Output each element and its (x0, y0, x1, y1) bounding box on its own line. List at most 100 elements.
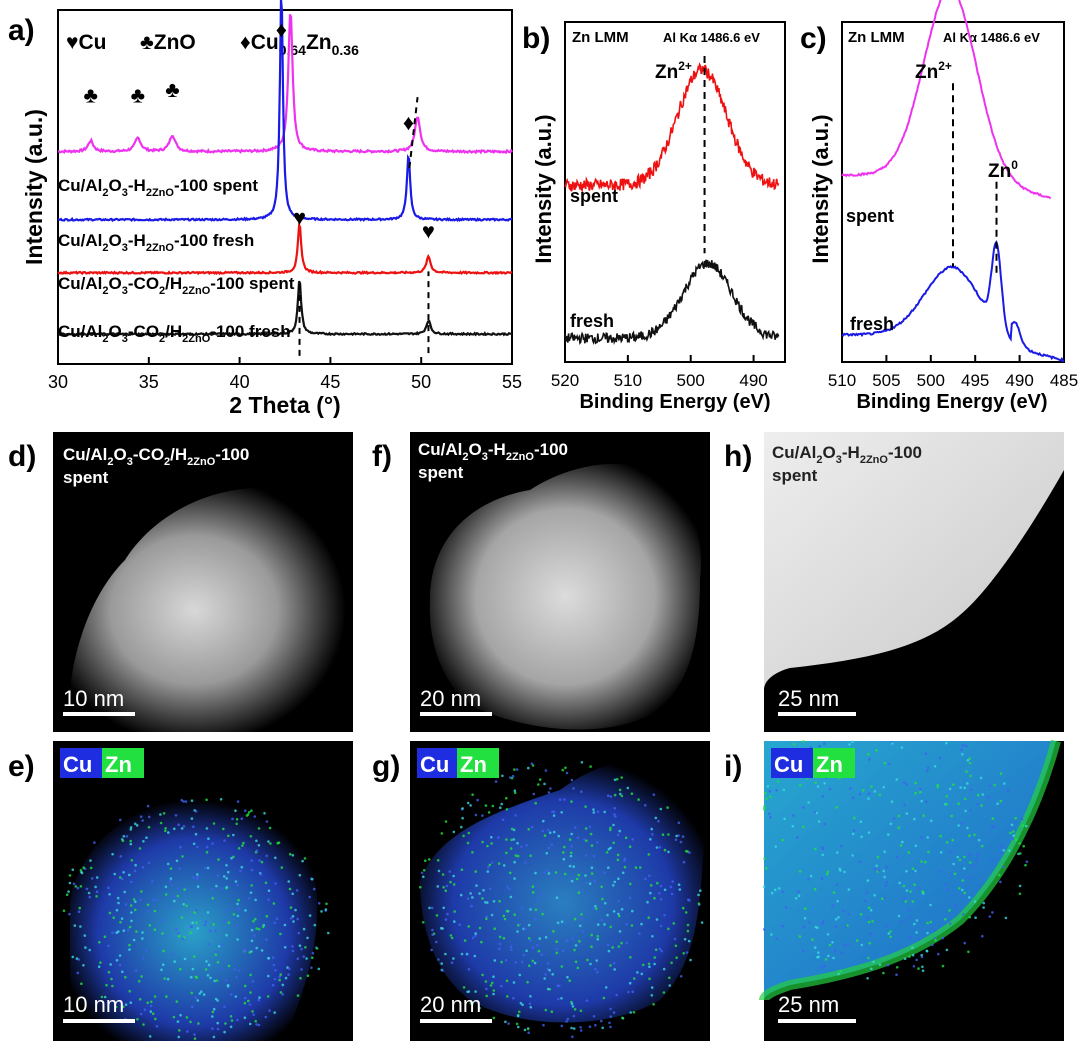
eds-dot (481, 897, 484, 900)
eds-dot (870, 967, 873, 971)
panel-c: c) Zn LMM Al Kα 1486.6 eV 510 505 500 495 49… (800, 0, 1078, 413)
eds-dot (659, 924, 663, 928)
eds-dot (450, 961, 454, 964)
eds-dot (838, 867, 841, 871)
eds-dot (839, 970, 842, 973)
eds-dot (530, 825, 534, 829)
eds-dot (482, 889, 485, 892)
eds-dot (842, 909, 845, 913)
eds-dot (492, 1016, 496, 1020)
series-label-spent-b: spent (570, 186, 618, 206)
eds-dot (167, 831, 170, 834)
eds-dot (562, 857, 566, 861)
eds-dot (419, 885, 422, 889)
scale-bar-g (420, 1019, 492, 1023)
eds-dot (616, 858, 620, 862)
eds-dot (859, 913, 863, 916)
eds-dot (89, 866, 93, 870)
eds-dot (781, 838, 784, 842)
eds-dot (227, 964, 231, 968)
eds-dot (288, 887, 292, 891)
diamond-marker: ♦ (276, 17, 287, 42)
eds-dot (527, 766, 530, 770)
eds-dot (1009, 831, 1012, 835)
eds-dot (1014, 816, 1017, 820)
y-axis-label-b: Intensity (a.u.) (531, 114, 556, 263)
eds-dot (683, 937, 687, 941)
eds-dot (631, 838, 634, 841)
eds-dot (501, 774, 504, 778)
eds-dot (798, 935, 802, 938)
eds-dot (283, 923, 287, 927)
eds-dot (802, 925, 805, 929)
eds-dot (687, 939, 691, 943)
eds-dot (648, 977, 651, 981)
eds-dot (505, 909, 509, 913)
eds-dot (230, 1019, 234, 1022)
eds-dot (240, 817, 244, 820)
eds-dot (532, 792, 536, 796)
eds-dot (129, 828, 133, 831)
eds-dot (900, 746, 904, 749)
eds-dot (178, 1029, 181, 1032)
eds-dot (560, 811, 563, 814)
eds-dot (145, 836, 148, 839)
eds-dot (529, 995, 532, 998)
eds-dot (84, 946, 87, 949)
eds-dot (625, 941, 629, 945)
eds-dot (537, 783, 540, 786)
eds-dot (868, 942, 871, 945)
eds-dot (236, 800, 240, 803)
eds-dot (914, 791, 917, 795)
eds-dot (651, 833, 654, 836)
eds-dot (775, 789, 778, 792)
scale-bar-label-e: 10 nm (63, 992, 124, 1017)
eds-dot (120, 877, 124, 881)
eds-dot (87, 891, 91, 895)
eds-dot (952, 862, 955, 866)
eds-dot (190, 817, 194, 820)
eds-dot (213, 979, 216, 983)
eds-dot (118, 876, 122, 879)
guide-lines-c (952, 83, 998, 274)
eds-dot (802, 740, 805, 743)
eds-dot (520, 960, 524, 964)
eds-dot (82, 964, 85, 967)
eds-dot (172, 1015, 176, 1019)
eds-dot (543, 977, 546, 980)
eds-dot (917, 967, 920, 970)
sample-label-1: Cu/Al2O3-H2ZnO-100 spent (58, 176, 258, 199)
eds-dot (80, 982, 83, 985)
eds-dot (129, 880, 133, 884)
eds-dot (552, 814, 556, 817)
eds-dot (139, 815, 143, 818)
eds-dot (617, 912, 620, 916)
eds-dot (490, 913, 494, 917)
eds-dot (273, 977, 277, 981)
eds-dot (211, 1015, 214, 1018)
eds-dot (1018, 892, 1022, 896)
eds-dot (649, 891, 652, 895)
eds-dot (588, 882, 592, 885)
eds-dot (565, 1020, 568, 1023)
eds-dot (697, 902, 701, 905)
eds-dot (466, 801, 470, 805)
eds-dot (249, 891, 253, 894)
eds-dot (592, 808, 595, 811)
eds-dot (592, 811, 596, 814)
eds-dot (973, 833, 976, 837)
eds-dot (236, 883, 239, 887)
eds-dot (224, 1022, 227, 1025)
eds-dot (566, 939, 569, 942)
eds-dot (824, 958, 828, 961)
eds-dot (197, 1022, 200, 1025)
eds-dot (609, 1025, 612, 1029)
eds-dot (663, 913, 666, 917)
eds-dot (435, 914, 439, 917)
eds-dot (561, 949, 565, 953)
eds-dot (205, 845, 209, 849)
eds-dot (208, 929, 212, 933)
eds-dot (430, 948, 433, 952)
eds-dot (828, 787, 832, 791)
eds-dot (236, 902, 239, 906)
